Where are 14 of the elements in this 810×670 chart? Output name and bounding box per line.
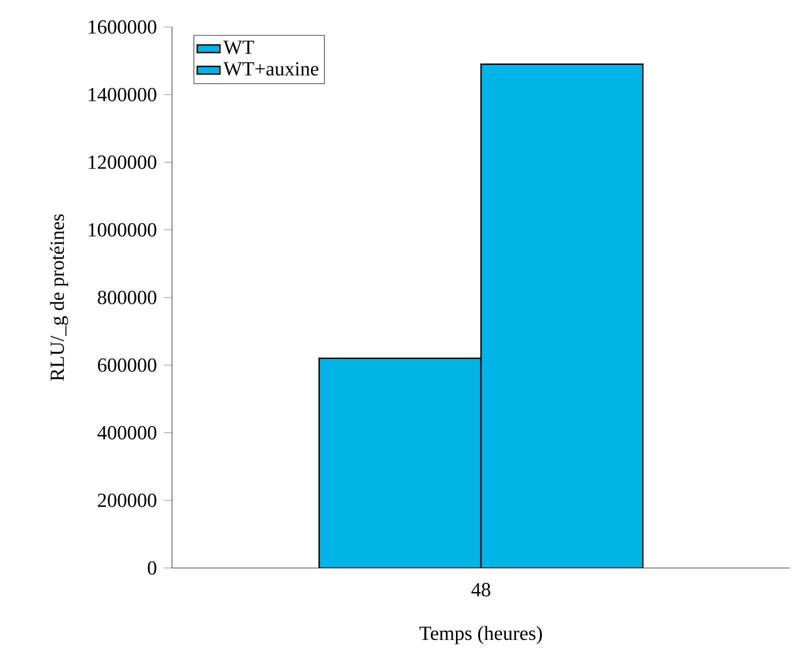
- x-tick-label: 48: [471, 582, 490, 596]
- y-tick-label: 400000: [97, 426, 156, 440]
- y-tick-label: 0: [148, 561, 156, 575]
- x-axis-title: Temps (heures): [420, 626, 542, 644]
- y-tick-label: 1400000: [88, 88, 156, 102]
- y-tick-label: 800000: [98, 290, 156, 304]
- y-tick-label: 1600000: [88, 20, 156, 34]
- legend-label: WT+auxine: [223, 62, 318, 76]
- y-tick-label: 600000: [98, 358, 156, 372]
- y-axis-title: RLU/_g de protéines: [50, 214, 68, 381]
- y-tick-label: 1000000: [88, 223, 156, 237]
- legend-label: WT: [223, 40, 254, 54]
- y-tick-label: 200000: [98, 494, 156, 508]
- y-tick-label: 1200000: [88, 155, 156, 169]
